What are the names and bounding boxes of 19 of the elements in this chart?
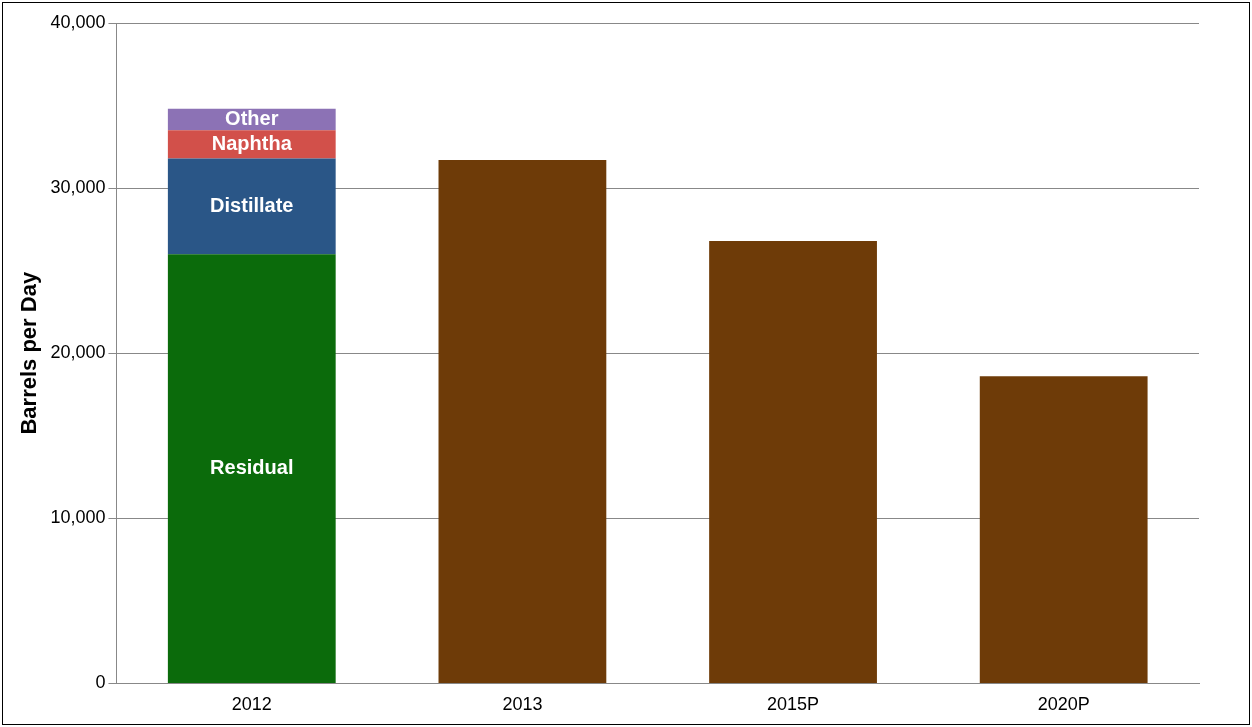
bar xyxy=(709,240,877,683)
series-label: Distillate xyxy=(210,193,294,216)
y-tick-label: 30,000 xyxy=(50,177,106,198)
y-tick-label: 40,000 xyxy=(50,11,106,32)
bar xyxy=(438,160,607,683)
bar xyxy=(167,254,336,683)
y-axis-title: Barrels per Day xyxy=(16,271,42,435)
y-tick-label: 10,000 xyxy=(50,507,106,528)
series-label: Other xyxy=(225,107,279,130)
y-tick-label: 0 xyxy=(95,672,106,693)
x-tick-label: 2015P xyxy=(767,694,820,715)
series-label: Naphtha xyxy=(211,131,293,154)
bar xyxy=(167,158,336,255)
x-tick-label: 2020P xyxy=(1037,694,1090,715)
bar xyxy=(979,376,1148,683)
series-label: Residual xyxy=(210,456,294,479)
y-tick-label: 20,000 xyxy=(50,342,106,363)
x-tick-label: 2013 xyxy=(502,694,543,715)
x-tick-label: 2012 xyxy=(231,694,272,715)
